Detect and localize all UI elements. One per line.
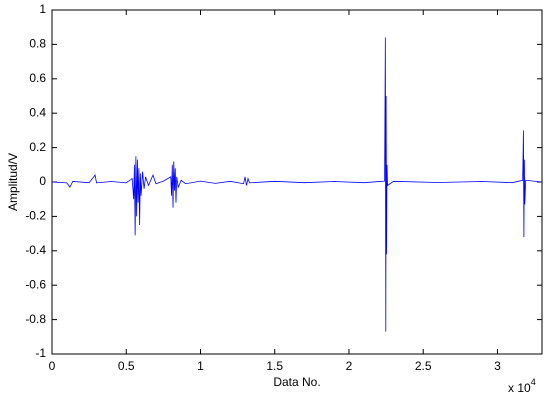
x-tick-label: 1.5 bbox=[266, 359, 283, 373]
y-tick-label: 0.2 bbox=[29, 140, 46, 154]
x-tick-label: 2.5 bbox=[415, 359, 432, 373]
y-tick-label: -0.4 bbox=[25, 243, 46, 257]
y-tick-label: 0 bbox=[39, 174, 46, 188]
y-tick-label: -0.8 bbox=[25, 312, 46, 326]
x-tick-label: 0.5 bbox=[118, 359, 135, 373]
y-tick-label: -1 bbox=[35, 346, 46, 360]
signal-line bbox=[51, 37, 543, 332]
y-tick-label: 0.6 bbox=[29, 71, 46, 85]
x-multiplier: x 104 bbox=[508, 377, 536, 395]
y-tick-label: 1 bbox=[39, 2, 46, 16]
x-multiplier-exp: 4 bbox=[531, 377, 536, 387]
x-tick-label: 0 bbox=[49, 359, 56, 373]
y-tick-label: -0.6 bbox=[25, 277, 46, 291]
x-axis-label: Data No. bbox=[273, 375, 320, 389]
x-multiplier-base: x 10 bbox=[508, 381, 531, 395]
y-tick-label: -0.2 bbox=[25, 209, 46, 223]
x-tick-label: 2 bbox=[346, 359, 353, 373]
y-tick-label: 0.8 bbox=[29, 37, 46, 51]
y-tick-label: 0.4 bbox=[29, 105, 46, 119]
x-tick-label: 1 bbox=[197, 359, 204, 373]
y-axis-label: Amplitud/V bbox=[6, 153, 20, 211]
x-tick-label: 3 bbox=[494, 359, 501, 373]
